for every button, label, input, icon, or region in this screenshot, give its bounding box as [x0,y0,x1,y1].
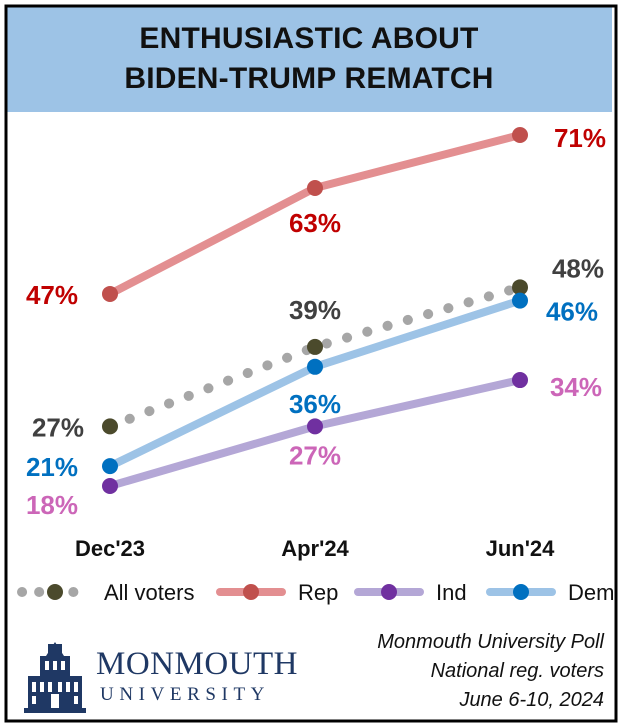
source-line-3: June 6-10, 2024 [459,689,604,711]
legend-marker-dem [513,584,529,600]
legend-marker-all-voters [47,584,63,600]
source-line-1: Monmouth University Poll [377,631,604,653]
series-layer [102,127,528,494]
data-label-ind-2: 34% [550,372,602,402]
chart-border [4,4,618,723]
monmouth-university-logo: MONMOUTH UNIVERSITY [12,642,302,716]
data-label-rep-0: 47% [26,280,78,310]
chart-title-line-1: ENTHUSIASTIC ABOUT [139,22,479,55]
source-line-2: National reg. voters [430,660,604,682]
data-label-all-voters-1: 39% [289,295,341,325]
point-all-voters-0 [102,418,118,435]
point-all-voters-2 [512,279,528,296]
logo-word-university: UNIVERSITY [100,684,270,705]
data-label-dem-1: 36% [289,389,341,419]
legend-label-all-voters: All voters [104,580,194,605]
source-note: Monmouth University Poll National reg. v… [377,628,604,715]
data-label-ind-1: 27% [289,440,341,470]
point-ind-0 [102,478,118,494]
legend-label-ind: Ind [436,580,467,605]
legend: All voters Rep Ind Dem [17,580,614,605]
data-label-rep-2: 71% [554,123,606,153]
point-ind-2 [512,372,528,389]
x-tick-label-2: Jun'24 [486,536,556,561]
legend-label-rep: Rep [298,580,338,605]
point-ind-1 [307,418,323,435]
point-rep-2 [512,127,528,143]
data-label-all-voters-2: 48% [552,253,604,283]
x-tick-label-0: Dec'23 [75,536,145,561]
x-tick-label-1: Apr'24 [281,536,349,561]
series-line-all-voters [105,282,525,432]
data-label-layer: 27% 39% 48% 47% 63% 71% 18% 27% 34% 21% 36% 46% [26,123,606,520]
point-dem-1 [307,358,323,375]
tower-icon [24,642,86,713]
point-rep-0 [102,285,118,302]
point-all-voters-1 [307,338,323,355]
chart-title-banner: ENTHUSIASTIC ABOUT BIDEN-TRUMP REMATCH [6,6,612,112]
data-label-dem-0: 21% [26,452,78,482]
data-label-rep-1: 63% [289,208,341,238]
logo-word-monmouth: MONMOUTH [96,646,298,682]
point-dem-0 [102,458,118,475]
legend-marker-rep [243,584,259,600]
x-axis-labels: Dec'23 Apr'24 Jun'24 [75,536,555,561]
chart-title-line-2: BIDEN-TRUMP REMATCH [124,62,494,95]
data-label-dem-2: 46% [546,297,598,327]
point-rep-1 [307,179,323,196]
point-dem-2 [512,292,528,309]
legend-marker-ind [381,584,397,600]
data-label-all-voters-0: 27% [32,412,84,442]
legend-label-dem: Dem [568,580,614,605]
data-label-ind-0: 18% [26,490,78,520]
